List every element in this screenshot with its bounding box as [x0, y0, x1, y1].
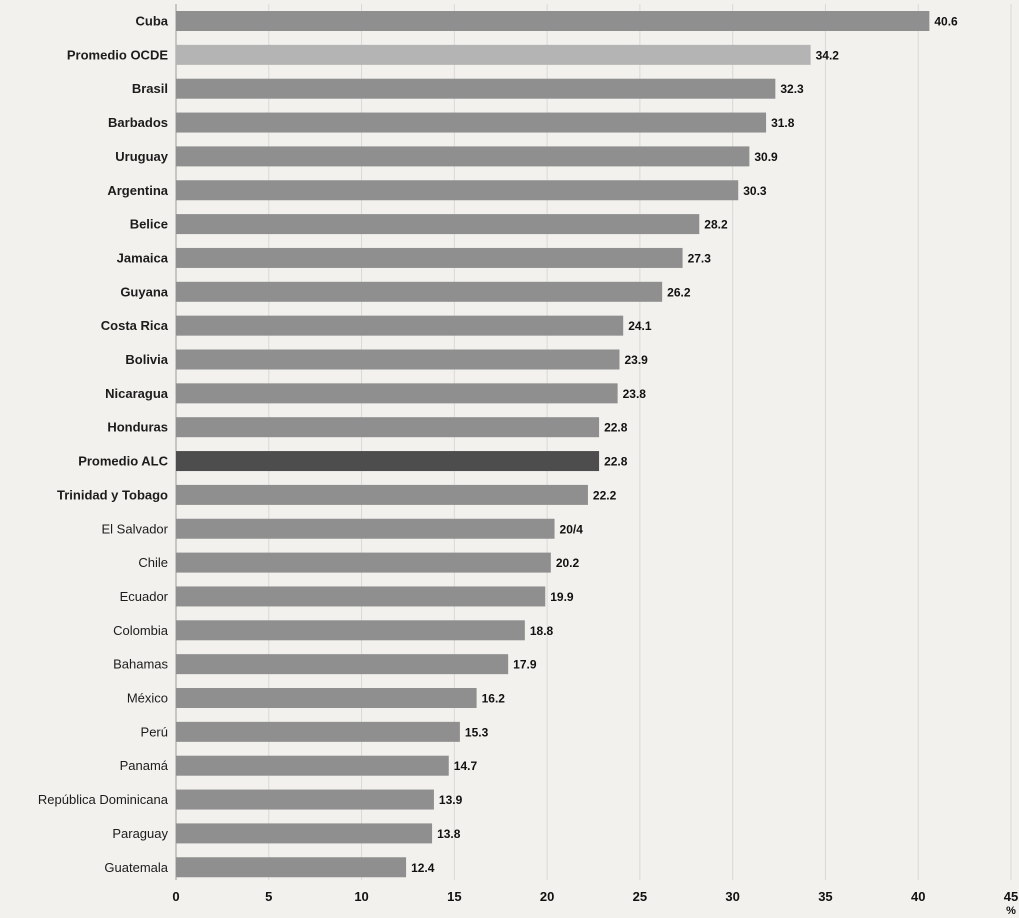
bar	[176, 281, 663, 302]
bar	[176, 11, 930, 31]
value-label: 26.2	[667, 285, 691, 299]
bar	[176, 417, 600, 438]
x-tick-label: 20	[540, 889, 554, 904]
category-label: Guyana	[120, 284, 168, 299]
category-label: Promedio ALC	[78, 454, 168, 469]
value-label: 20/4	[560, 522, 584, 536]
category-label: República Dominicana	[38, 792, 169, 807]
category-label: Ecuador	[120, 589, 169, 604]
bar	[176, 451, 600, 472]
value-label: 17.9	[513, 658, 537, 672]
category-label: Cuba	[136, 14, 169, 29]
value-label: 13.9	[439, 793, 463, 807]
value-label: 32.3	[780, 82, 804, 96]
value-label: 40.6	[934, 15, 958, 29]
category-label: Belice	[130, 217, 168, 232]
x-tick-label: 10	[354, 889, 368, 904]
category-label: Colombia	[113, 623, 169, 638]
value-label: 12.4	[411, 861, 435, 875]
value-label: 22.2	[593, 488, 617, 502]
category-label: Guatemala	[104, 860, 168, 875]
value-label: 31.8	[771, 116, 795, 130]
value-label: 18.8	[530, 624, 554, 638]
value-label: 23.8	[623, 387, 647, 401]
category-label: Trinidad y Tobago	[57, 487, 168, 502]
value-label: 34.2	[816, 48, 840, 62]
bar	[176, 620, 525, 641]
bar	[176, 146, 750, 167]
bar	[176, 789, 434, 810]
category-label: Nicaragua	[105, 386, 169, 401]
category-label: Jamaica	[117, 250, 169, 265]
value-label: 19.9	[550, 590, 574, 604]
x-tick-label: 15	[447, 889, 461, 904]
bar	[176, 214, 700, 235]
bar	[176, 823, 433, 844]
value-label: 15.3	[465, 725, 489, 739]
category-label: Chile	[138, 555, 168, 570]
grid-lines	[175, 4, 1012, 880]
category-label: Perú	[141, 724, 168, 739]
x-tick-label: 30	[725, 889, 739, 904]
value-label: 24.1	[628, 319, 652, 333]
value-label: 13.8	[437, 827, 461, 841]
x-axis-unit: %	[1006, 905, 1016, 917]
category-label: Uruguay	[115, 149, 169, 164]
bar	[176, 688, 477, 708]
value-label: 30.3	[743, 184, 767, 198]
x-tick-label: 25	[633, 889, 647, 904]
bar	[176, 721, 460, 742]
value-label: 27.3	[688, 251, 712, 265]
bar	[176, 654, 509, 675]
category-label: Argentina	[107, 183, 168, 198]
category-label: Bahamas	[113, 657, 168, 672]
value-label: 16.2	[482, 692, 506, 706]
category-label: Barbados	[108, 115, 168, 130]
value-label: 22.8	[604, 455, 628, 469]
category-label: México	[127, 691, 168, 706]
bar	[176, 315, 624, 336]
bar	[176, 755, 449, 776]
value-label: 28.2	[704, 218, 728, 232]
category-label: Promedio OCDE	[67, 47, 168, 62]
category-label: Paraguay	[112, 826, 168, 841]
bar	[176, 383, 618, 404]
bar	[176, 484, 588, 505]
category-label: Panamá	[120, 758, 169, 773]
value-labels: 40.6 34.2 32.3 31.8 30.9 30.3 28.2 27.3 26.2 24.1…	[411, 15, 958, 875]
x-tick-label: 45	[1004, 889, 1018, 904]
bar	[176, 44, 811, 65]
bar	[176, 247, 683, 268]
bars	[176, 11, 930, 878]
x-tick-label: 0	[172, 889, 179, 904]
x-tick-label: 5	[265, 889, 272, 904]
bar	[176, 112, 767, 133]
category-label: Bolivia	[125, 352, 168, 367]
bar	[176, 586, 546, 607]
bar	[176, 180, 739, 201]
value-label: 14.7	[454, 759, 478, 773]
x-tick-label: 35	[818, 889, 832, 904]
bar	[176, 518, 555, 539]
category-labels: Cuba Promedio OCDE Brasil Barbados Uruguay Ar…	[38, 14, 169, 875]
bar	[176, 857, 407, 878]
category-label: Honduras	[107, 420, 168, 435]
x-tick-label: 40	[911, 889, 925, 904]
bar	[176, 78, 776, 99]
value-label: 20.2	[556, 556, 580, 570]
category-label: Costa Rica	[101, 318, 169, 333]
value-label: 23.9	[624, 353, 648, 367]
value-label: 30.9	[754, 150, 778, 164]
category-label: El Salvador	[102, 521, 169, 536]
value-label: 22.8	[604, 421, 628, 435]
x-axis-ticks: 0 5 10 15 20 25 30 35 40 45	[172, 889, 1018, 904]
category-label: Brasil	[132, 81, 168, 96]
bar	[176, 552, 551, 573]
bar	[176, 349, 620, 370]
